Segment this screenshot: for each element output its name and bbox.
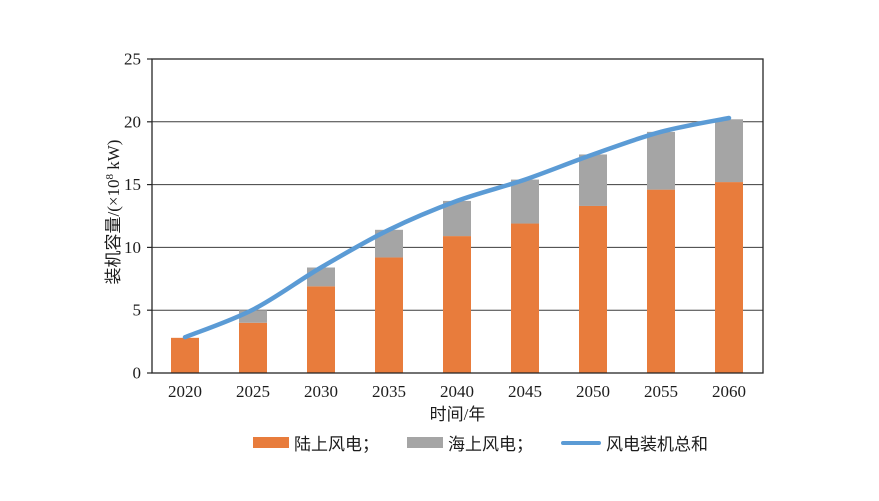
x-tick-label-2050: 2050 xyxy=(576,382,610,401)
x-tick-label-2030: 2030 xyxy=(304,382,338,401)
bar-onshore-2025 xyxy=(239,322,267,373)
legend-item-onshore: 陆上风电； xyxy=(253,430,379,455)
x-tick-label-2060: 2060 xyxy=(712,382,746,401)
bar-onshore-2020 xyxy=(171,337,199,373)
legend-label-onshore: 陆上风电； xyxy=(294,435,379,454)
legend-item-total: 风电装机总和 xyxy=(561,430,708,455)
bar-offshore-2045 xyxy=(511,179,539,224)
bar-onshore-2060 xyxy=(715,182,743,373)
y-tick-label-20: 20 xyxy=(124,112,141,131)
plot-border xyxy=(151,58,764,374)
y-axis-title: 装机容量/(×108 kW) xyxy=(104,140,123,285)
bar-offshore-2030 xyxy=(307,267,335,287)
bar-offshore-2055 xyxy=(647,131,675,190)
x-tick-label-2045: 2045 xyxy=(508,382,542,401)
legend-label-total: 风电装机总和 xyxy=(606,435,708,454)
y-tick-label-10: 10 xyxy=(124,238,141,257)
y-tick-label-5: 5 xyxy=(133,301,142,320)
chart-legend: 陆上风电； 海上风电； 风电装机总和 xyxy=(253,430,708,455)
y-tick-label-15: 15 xyxy=(124,175,141,194)
bar-onshore-2050 xyxy=(579,205,607,373)
x-tick-label-2020: 2020 xyxy=(168,382,202,401)
x-axis-title: 时间/年 xyxy=(430,405,486,424)
bar-onshore-2035 xyxy=(375,257,403,373)
x-tick-label-2025: 2025 xyxy=(236,382,270,401)
x-tick-label-2035: 2035 xyxy=(372,382,406,401)
offshore-swatch-icon xyxy=(407,437,443,448)
total-line-swatch-icon xyxy=(561,440,601,445)
legend-item-offshore: 海上风电； xyxy=(407,430,533,455)
bar-onshore-2040 xyxy=(443,236,471,373)
y-tick-label-0: 0 xyxy=(133,364,142,383)
bar-onshore-2045 xyxy=(511,223,539,373)
bar-offshore-2050 xyxy=(579,154,607,206)
x-tick-label-2040: 2040 xyxy=(440,382,474,401)
x-tick-label-2055: 2055 xyxy=(644,382,678,401)
bar-onshore-2055 xyxy=(647,189,675,373)
bar-onshore-2030 xyxy=(307,286,335,373)
onshore-swatch-icon xyxy=(253,437,289,448)
legend-label-offshore: 海上风电； xyxy=(448,435,533,454)
total-capacity-line xyxy=(182,115,732,340)
bar-offshore-2060 xyxy=(715,119,743,183)
y-tick-label-25: 25 xyxy=(124,50,141,69)
